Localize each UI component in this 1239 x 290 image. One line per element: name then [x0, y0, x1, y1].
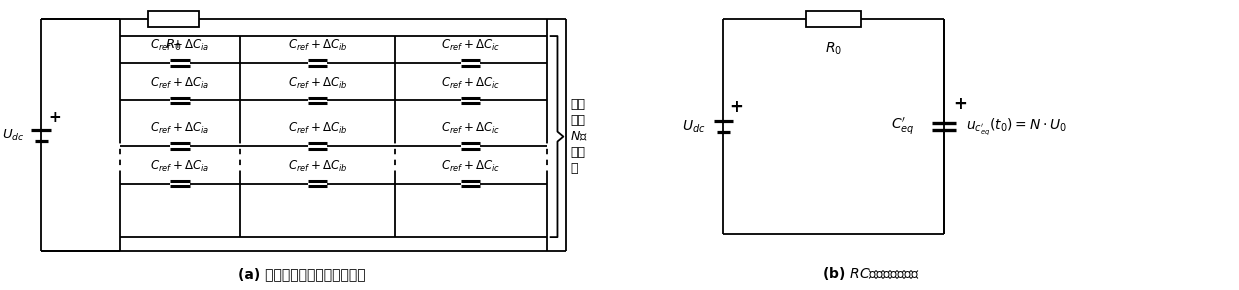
Text: $R_0$: $R_0$ — [166, 38, 182, 53]
Text: $C_{ref}+\Delta C_{ib}$: $C_{ref}+\Delta C_{ib}$ — [287, 159, 347, 174]
Text: (b) $RC$一阶全响应电路: (b) $RC$一阶全响应电路 — [821, 265, 919, 282]
Text: $C_{ref}+\Delta C_{ic}$: $C_{ref}+\Delta C_{ic}$ — [441, 38, 501, 53]
Text: +: + — [48, 110, 62, 125]
Bar — [807, 11, 861, 27]
Text: (a) 可控预充电过程的等效电路: (a) 可控预充电过程的等效电路 — [238, 267, 366, 281]
Text: $C_{ref}+\Delta C_{ib}$: $C_{ref}+\Delta C_{ib}$ — [287, 38, 347, 53]
Text: +: + — [953, 95, 966, 113]
Text: $C_{ref}+\Delta C_{ia}$: $C_{ref}+\Delta C_{ia}$ — [150, 121, 209, 136]
Text: $R_0$: $R_0$ — [825, 41, 843, 57]
Text: $C_{ref}+\Delta C_{ia}$: $C_{ref}+\Delta C_{ia}$ — [150, 38, 209, 53]
Text: 每相
共有
$N$个
子模
块: 每相 共有 $N$个 子模 块 — [570, 98, 589, 175]
Text: $C_{ref}+\Delta C_{ia}$: $C_{ref}+\Delta C_{ia}$ — [150, 159, 209, 174]
Bar — [149, 11, 199, 27]
Text: $C_{ref}+\Delta C_{ib}$: $C_{ref}+\Delta C_{ib}$ — [287, 121, 347, 136]
Text: $U_{dc}$: $U_{dc}$ — [2, 128, 25, 143]
Text: $U_{dc}$: $U_{dc}$ — [683, 119, 706, 135]
Text: $C_{ref}+\Delta C_{ic}$: $C_{ref}+\Delta C_{ic}$ — [441, 159, 501, 174]
Text: $C_{ref}+\Delta C_{ia}$: $C_{ref}+\Delta C_{ia}$ — [150, 75, 209, 90]
Text: $C_{ref}+\Delta C_{ic}$: $C_{ref}+\Delta C_{ic}$ — [441, 75, 501, 90]
Text: +: + — [730, 98, 743, 116]
Text: $u_{c_{eq}^{\prime}}(t_0)=N\cdot U_0$: $u_{c_{eq}^{\prime}}(t_0)=N\cdot U_0$ — [965, 116, 1067, 137]
Text: $C_{ref}+\Delta C_{ib}$: $C_{ref}+\Delta C_{ib}$ — [287, 75, 347, 90]
Text: $C_{ref}+\Delta C_{ic}$: $C_{ref}+\Delta C_{ic}$ — [441, 121, 501, 136]
Text: $C_{eq}^{\prime}$: $C_{eq}^{\prime}$ — [891, 116, 914, 137]
